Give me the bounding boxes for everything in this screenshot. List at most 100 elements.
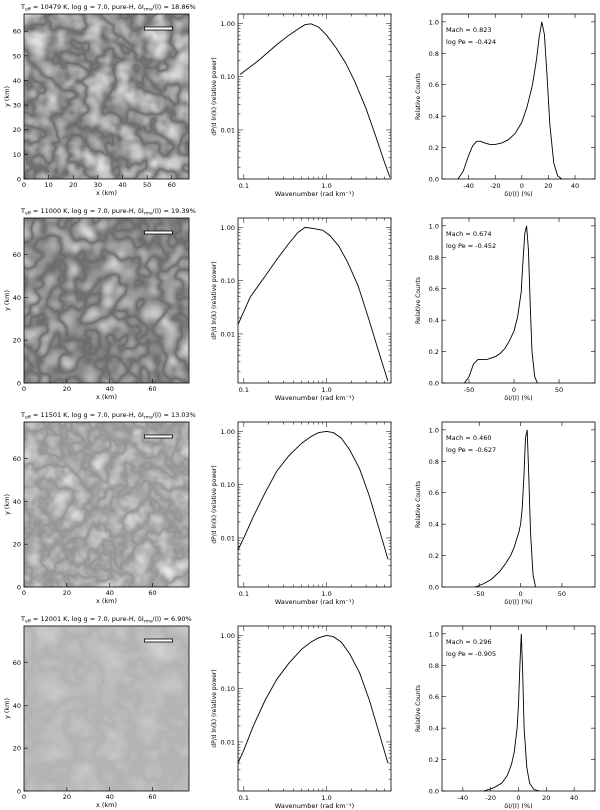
y-tick-label: 0.10 <box>221 685 235 693</box>
y-tick-label: 20 <box>13 541 21 549</box>
y-axis-label: dP/d ln(k) (relative power) <box>211 669 218 747</box>
x-tick-label: 40 <box>106 793 114 801</box>
x-axis-label: δI/⟨I⟩ (%) <box>504 394 532 402</box>
x-tick-label: 20 <box>69 181 77 189</box>
x-tick-label: 60 <box>148 385 156 393</box>
x-tick-label: 30 <box>94 181 102 189</box>
x-tick-label: 0.1 <box>239 590 249 598</box>
x-axis-label: δI/⟨I⟩ (%) <box>504 802 532 810</box>
y-tick-label: 0.8 <box>429 254 439 262</box>
y-axis-label: y (km) <box>3 698 11 719</box>
spectrum-line <box>239 23 391 178</box>
x-axis-label: δI/⟨I⟩ (%) <box>504 598 532 606</box>
y-tick-label: 1.00 <box>221 632 235 640</box>
x-tick-label: 0 <box>516 794 520 802</box>
peclet-number-label: log Pe = -0.627 <box>446 446 496 454</box>
y-tick-label: 0.0 <box>429 176 439 184</box>
x-tick-label: 0 <box>22 181 26 189</box>
scale-bar <box>144 434 173 439</box>
x-tick-label: 0 <box>22 793 26 801</box>
y-tick-label: 1.0 <box>429 426 439 434</box>
x-tick-label: 0 <box>22 385 26 393</box>
y-tick-label: 1.0 <box>429 18 439 26</box>
granulation-image <box>24 14 189 179</box>
y-tick-label: 0.2 <box>429 348 439 356</box>
x-axis-label: Wavenumber (rad km⁻¹) <box>275 190 354 198</box>
histogram-frame <box>441 217 596 384</box>
y-tick-label: 0 <box>17 584 21 592</box>
y-tick-label: 60 <box>13 251 21 259</box>
image-panel-title: Teff = 10479 K, log g = 7.0, pure-H, δIr… <box>20 3 196 13</box>
scale-bar <box>144 230 173 235</box>
x-axis-label: Wavenumber (rad km⁻¹) <box>275 598 354 606</box>
image-panel-title: Teff = 12001 K, log g = 7.0, pure-H, δIr… <box>20 615 192 625</box>
y-tick-label: 50 <box>13 52 21 60</box>
x-tick-label: -50 <box>474 590 485 598</box>
scale-bar <box>144 638 173 643</box>
spectrum-frame <box>237 13 392 180</box>
y-tick-label: 0.4 <box>429 725 439 733</box>
y-tick-label: 0.0 <box>429 380 439 388</box>
x-tick-label: -50 <box>464 386 475 394</box>
x-tick-label: 0.1 <box>239 182 249 190</box>
histogram-frame <box>441 421 596 588</box>
y-tick-label: 60 <box>13 659 21 667</box>
y-tick-label: 0.6 <box>429 489 439 497</box>
x-tick-label: 20 <box>63 589 71 597</box>
y-tick-label: 0.4 <box>429 521 439 529</box>
x-tick-label: -20 <box>490 182 501 190</box>
y-tick-label: 0.0 <box>429 584 439 592</box>
y-tick-label: 0.4 <box>429 317 439 325</box>
x-tick-label: 1.0 <box>321 182 331 190</box>
x-tick-label: 0 <box>512 386 516 394</box>
y-tick-label: 0.10 <box>221 73 235 81</box>
y-tick-label: 0.4 <box>429 113 439 121</box>
mach-number-label: Mach = 0.296 <box>446 638 491 646</box>
y-axis-label: y (km) <box>3 290 11 311</box>
y-tick-label: 40 <box>13 77 21 85</box>
y-tick-label: 0.01 <box>221 534 235 542</box>
x-tick-label: 20 <box>542 794 550 802</box>
x-tick-label: 40 <box>118 181 126 189</box>
mach-number-label: Mach = 0.823 <box>446 26 491 34</box>
x-tick-label: 0 <box>22 589 26 597</box>
histogram-line <box>483 633 540 792</box>
x-tick-label: 20 <box>63 385 71 393</box>
x-axis-label: x (km) <box>96 189 117 197</box>
spectrum-line <box>237 226 389 382</box>
y-tick-label: 0.01 <box>221 126 235 134</box>
y-tick-label: 0.2 <box>429 756 439 764</box>
x-tick-label: -20 <box>485 794 496 802</box>
y-tick-label: 30 <box>13 102 21 110</box>
spectrum-frame <box>237 421 392 588</box>
y-axis-label: Relative Counts <box>415 481 422 528</box>
scale-bar <box>144 26 173 31</box>
granulation-image <box>24 218 189 383</box>
y-tick-label: 0.6 <box>429 81 439 89</box>
spectrum-frame <box>237 217 392 384</box>
y-tick-label: 1.0 <box>429 630 439 638</box>
y-tick-label: 0.8 <box>429 50 439 58</box>
y-tick-label: 20 <box>13 745 21 753</box>
x-axis-label: x (km) <box>96 393 117 401</box>
granulation-image <box>24 626 189 791</box>
y-tick-label: 20 <box>13 126 21 134</box>
y-tick-label: 40 <box>13 294 21 302</box>
x-tick-label: -40 <box>458 794 469 802</box>
x-tick-label: 60 <box>148 793 156 801</box>
y-tick-label: 10 <box>13 151 21 159</box>
image-frame <box>23 421 190 588</box>
x-tick-label: 40 <box>106 589 114 597</box>
y-tick-label: 40 <box>13 498 21 506</box>
x-axis-label: x (km) <box>96 801 117 809</box>
x-tick-label: 60 <box>148 589 156 597</box>
mach-number-label: Mach = 0.460 <box>446 434 491 442</box>
x-tick-label: 40 <box>570 794 578 802</box>
image-panel-title: Teff = 11501 K, log g = 7.0, pure-H, δIr… <box>20 411 196 421</box>
x-tick-label: 50 <box>558 590 566 598</box>
y-tick-label: 1.00 <box>221 20 235 28</box>
y-tick-label: 0 <box>17 176 21 184</box>
image-frame <box>23 625 190 792</box>
image-panel-title: Teff = 11000 K, log g = 7.0, pure-H, δIr… <box>20 207 196 217</box>
y-tick-label: 60 <box>13 28 21 36</box>
